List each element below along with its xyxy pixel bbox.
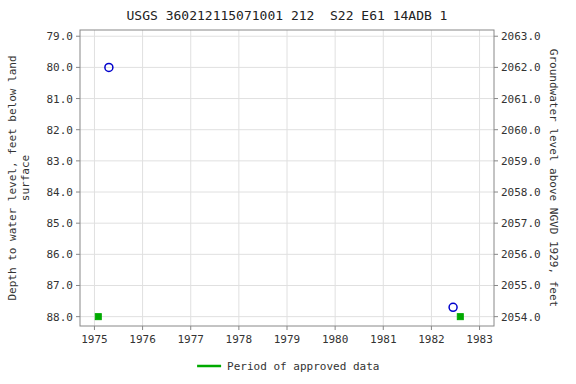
y2-tick: [494, 285, 498, 286]
y2-tick: [494, 129, 498, 130]
y2-tick: [494, 223, 498, 224]
y-grid-line: [80, 67, 494, 68]
y2-tick-label: 2055.0: [501, 279, 541, 292]
y2-axis: 2063.0 2062.0 2061.0 2060.0 2059.0 2058.0 2057…: [494, 30, 541, 323]
x-tick-label: 1980: [322, 333, 349, 346]
x-grid-line: [287, 30, 288, 326]
y-tick-label: 88.0: [47, 311, 74, 324]
y2-tick-label: 2061.0: [501, 93, 541, 106]
square-point: [457, 314, 463, 320]
x-axis: 1975 1976 1977 1978 1979 1980 1981 1982 1983: [81, 326, 493, 346]
y-tick: [76, 36, 80, 37]
y-tick: [76, 285, 80, 286]
y2-tick-label: 2058.0: [501, 186, 541, 199]
y-tick: [76, 316, 80, 317]
plot-frame: [80, 30, 494, 326]
x-tick: [383, 326, 384, 330]
y2-tick: [494, 316, 498, 317]
x-grid-line: [94, 30, 95, 326]
y-tick: [76, 223, 80, 224]
y-tick-label: 85.0: [47, 217, 74, 230]
y-tick: [76, 160, 80, 161]
x-tick: [479, 326, 480, 330]
y-grid-line: [80, 192, 494, 193]
x-grid-line: [190, 30, 191, 326]
x-tick-label: 1975: [81, 333, 108, 346]
y-tick-label: 81.0: [47, 93, 74, 106]
marks: [95, 63, 463, 319]
y2-tick: [494, 36, 498, 37]
circle-point: [449, 303, 457, 311]
y-tick-label: 79.0: [47, 30, 74, 43]
y2-tick: [494, 98, 498, 99]
x-grid-line: [431, 30, 432, 326]
y-tick-label: 86.0: [47, 248, 74, 261]
y-tick: [76, 254, 80, 255]
y2-tick-label: 2054.0: [501, 311, 541, 324]
x-tick: [190, 326, 191, 330]
x-tick-label: 1981: [370, 333, 397, 346]
y-grid-line: [80, 316, 494, 317]
y-tick: [76, 129, 80, 130]
x-tick-label: 1979: [274, 333, 301, 346]
y-grid-line: [80, 254, 494, 255]
y-grid-line: [80, 98, 494, 99]
y-tick-label: 87.0: [47, 279, 74, 292]
y2-tick-label: 2056.0: [501, 248, 541, 261]
y-axis-label-line: Depth to water level, feet below land: [6, 55, 19, 300]
y-axis: 79.0 80.0 81.0 82.0 83.0 84.0 85.0 86.0 87.0 88.0: [47, 30, 81, 323]
x-tick-label: 1976: [129, 333, 156, 346]
chart: 1975 1976 1977 1978 1979 1980 1981 1982 1983 79.0…: [0, 0, 576, 384]
series: [95, 314, 463, 320]
circle-point: [105, 63, 113, 71]
x-grid-line: [383, 30, 384, 326]
background: [0, 0, 576, 384]
x-grid-line: [238, 30, 239, 326]
x-tick: [94, 326, 95, 330]
y-tick-label: 83.0: [47, 155, 74, 168]
x-tick-label: 1978: [226, 333, 253, 346]
grid: [80, 30, 494, 326]
x-tick: [431, 326, 432, 330]
legend-swatch: [197, 365, 221, 368]
y-grid-line: [80, 285, 494, 286]
x-tick-label: 1977: [177, 333, 204, 346]
y-tick-label: 82.0: [47, 124, 74, 137]
y2-tick: [494, 160, 498, 161]
y-axis-label-line: surface: [19, 155, 32, 201]
series: [105, 63, 457, 311]
y-grid-line: [80, 129, 494, 130]
y2-tick-label: 2062.0: [501, 61, 541, 74]
x-grid-line: [142, 30, 143, 326]
y-tick-label: 80.0: [47, 61, 74, 74]
x-tick: [287, 326, 288, 330]
y2-axis-label: Groundwater level above NGVD 1929, feet: [547, 49, 560, 307]
y-tick: [76, 67, 80, 68]
y-tick-label: 84.0: [47, 186, 74, 199]
y-tick: [76, 98, 80, 99]
title: USGS 360212115071001 212 S22 E61 14ADB 1: [127, 8, 448, 23]
x-tick-label: 1983: [466, 333, 493, 346]
x-grid-line: [479, 30, 480, 326]
x-grid-line: [335, 30, 336, 326]
y2-tick-label: 2057.0: [501, 217, 541, 230]
x-tick: [335, 326, 336, 330]
legend-label: Period of approved data: [227, 360, 379, 373]
x-tick: [238, 326, 239, 330]
y2-tick: [494, 67, 498, 68]
square-point: [95, 314, 101, 320]
y2-tick-label: 2060.0: [501, 124, 541, 137]
y-tick: [76, 192, 80, 193]
y-grid-line: [80, 160, 494, 161]
y-grid-line: [80, 223, 494, 224]
y2-tick-label: 2059.0: [501, 155, 541, 168]
x-tick-label: 1982: [418, 333, 445, 346]
y2-tick: [494, 254, 498, 255]
legend: Period of approved data: [197, 360, 379, 373]
y-grid-line: [80, 36, 494, 37]
y2-tick: [494, 192, 498, 193]
y-axis-label: Depth to water level, feet below landsur…: [6, 55, 32, 300]
x-tick: [142, 326, 143, 330]
y2-tick-label: 2063.0: [501, 30, 541, 43]
